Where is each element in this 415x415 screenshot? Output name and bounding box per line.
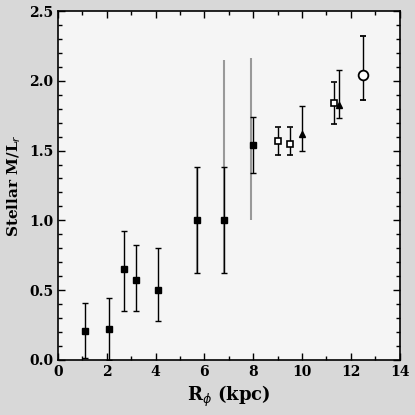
Y-axis label: Stellar M/L$_r$: Stellar M/L$_r$ <box>5 134 23 237</box>
X-axis label: R$_{\phi}$ (kpc): R$_{\phi}$ (kpc) <box>187 384 271 410</box>
